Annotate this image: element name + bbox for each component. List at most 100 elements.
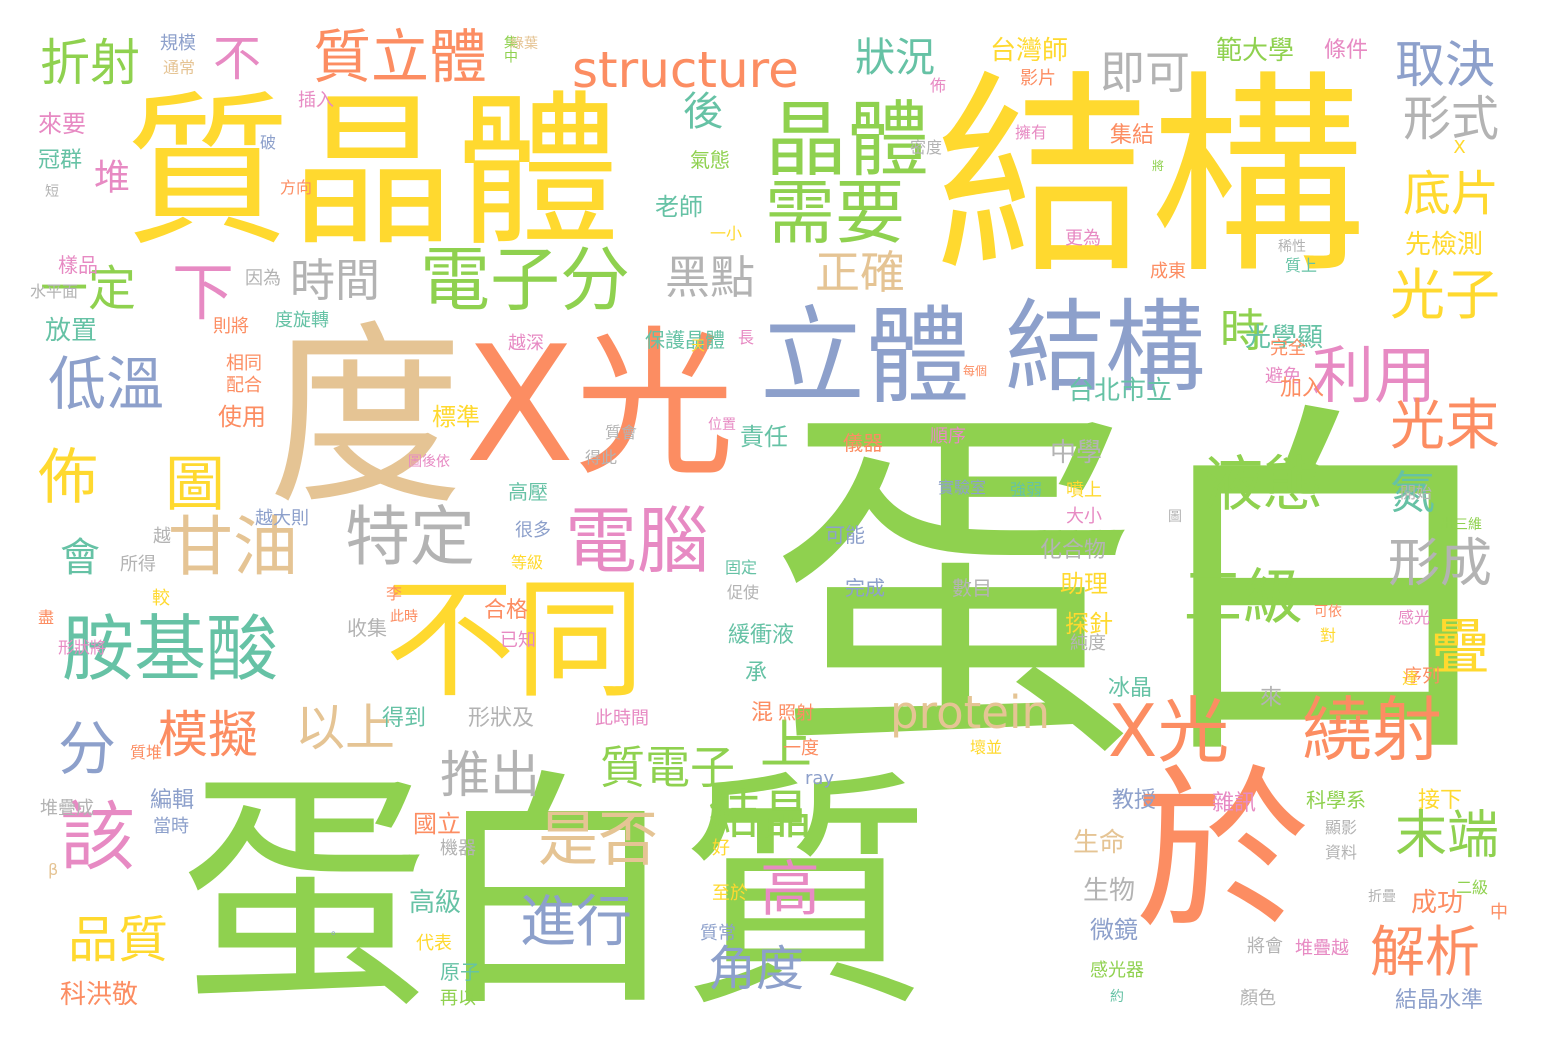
cloud-word: 形式 — [1403, 91, 1500, 147]
cloud-word: 堆疊成 — [40, 798, 94, 819]
cloud-word: 數目 — [952, 576, 992, 600]
cloud-word: 集中 — [502, 35, 518, 63]
cloud-word: 於 — [1135, 751, 1310, 954]
cloud-word: 中 — [1490, 902, 1508, 923]
cloud-word: 每個 — [963, 364, 988, 378]
cloud-word: 得到 — [382, 706, 427, 731]
cloud-word: 將 — [1152, 159, 1165, 173]
cloud-word: 佈 — [930, 76, 947, 95]
cloud-word: 分 — [58, 715, 117, 783]
cloud-word: 保護晶體 — [645, 328, 725, 352]
cloud-word: 教授 — [1112, 788, 1157, 813]
cloud-word: 收集 — [347, 616, 387, 640]
cloud-word: 越大則 — [255, 508, 309, 529]
cloud-word: 末端 — [1395, 806, 1500, 866]
cloud-word: 來要 — [38, 110, 86, 138]
cloud-word: 使用 — [218, 403, 266, 431]
cloud-word: 氮 — [1390, 466, 1436, 519]
cloud-word: 雜訊 — [1212, 791, 1257, 816]
cloud-word: 規模 — [160, 33, 196, 54]
cloud-word: ray — [805, 768, 835, 789]
cloud-word: X — [1449, 137, 1470, 158]
cloud-word: 時間 — [290, 254, 381, 307]
cloud-word: 影片 — [1020, 68, 1056, 89]
cloud-word: 立體 — [760, 296, 971, 418]
cloud-word: 。 — [331, 923, 344, 937]
cloud-word: 取決 — [1395, 36, 1495, 94]
cloud-word: 得此 — [585, 448, 618, 467]
cloud-word: 位置 — [708, 417, 736, 433]
cloud-word: 則將 — [213, 316, 249, 337]
cloud-word: 一小 — [710, 224, 743, 243]
cloud-word: 正確 — [815, 246, 906, 299]
cloud-word: 底片 — [1403, 166, 1500, 222]
cloud-word: 出三維 — [1440, 517, 1482, 533]
cloud-word: 感光 — [1398, 608, 1431, 627]
cloud-word: 需要 — [765, 172, 905, 254]
cloud-word: 結晶水準 — [1395, 988, 1484, 1013]
cloud-word: 光學顯 — [1245, 323, 1324, 353]
cloud-word: 形狀及 — [468, 706, 535, 731]
cloud-word: 甘油 — [168, 510, 299, 585]
cloud-word: 配合 — [226, 375, 262, 396]
cloud-word: 可能 — [825, 523, 865, 547]
cloud-word: 越深 — [508, 333, 544, 354]
cloud-word: 破 — [260, 133, 277, 152]
cloud-word: 較 — [152, 588, 170, 609]
cloud-word: protein — [890, 686, 1050, 739]
cloud-word: 中學 — [1050, 438, 1103, 468]
cloud-word: 混 — [747, 700, 772, 722]
cloud-word: 品質 — [68, 911, 168, 969]
cloud-word: 很多 — [515, 520, 551, 541]
cloud-word: structure — [572, 41, 799, 99]
cloud-word: 度旋轉 — [275, 310, 329, 331]
cloud-word: 盡 — [38, 608, 55, 627]
cloud-word: 李 — [386, 584, 403, 603]
cloud-word: 不同 — [385, 564, 646, 716]
cloud-word: 胺基酸 — [62, 607, 279, 691]
cloud-word: 助理 — [1060, 570, 1108, 598]
cloud-word: 利用 — [1312, 339, 1437, 412]
cloud-word: 標準 — [432, 403, 480, 431]
cloud-word: 長 — [738, 328, 755, 347]
cloud-word: 老師 — [655, 193, 703, 221]
cloud-word: 方向 — [280, 178, 313, 197]
cloud-word: 質電子 — [600, 741, 736, 794]
cloud-word: 此時間 — [595, 708, 649, 729]
cloud-word: 所得 — [120, 554, 156, 575]
cloud-word: 緩衝液 — [728, 623, 795, 648]
cloud-word: 高 — [760, 855, 820, 925]
cloud-word: 資料 — [1325, 843, 1358, 862]
cloud-word: 會 — [60, 535, 100, 581]
cloud-word: 結構 — [1005, 289, 1205, 406]
cloud-word: 承 — [741, 660, 766, 682]
cloud-word: 條件 — [1324, 38, 1369, 63]
cloud-word: 科洪敬 — [60, 980, 139, 1010]
cloud-word: 強弱 — [1010, 480, 1043, 499]
cloud-word: 順序 — [930, 426, 966, 447]
cloud-word: 以上 — [295, 699, 395, 757]
cloud-word: 形狀將 — [58, 638, 107, 657]
cloud-word: 質常 — [700, 923, 736, 944]
cloud-word: 感光器 — [1090, 960, 1144, 981]
cloud-word: 序列 — [1404, 666, 1440, 687]
cloud-word: 樣品 — [58, 253, 98, 277]
cloud-word: 質堆 — [130, 743, 163, 762]
cloud-word: 完全 — [1270, 338, 1306, 359]
cloud-word: 達 — [1399, 670, 1418, 686]
cloud-word: 成東 — [1150, 261, 1186, 282]
cloud-word: 時 — [1220, 304, 1266, 357]
cloud-word: 形成 — [1388, 534, 1493, 594]
cloud-word: 台灣師 — [990, 36, 1069, 66]
cloud-word: 固定 — [725, 558, 758, 577]
cloud-word: 化合物 — [1040, 538, 1107, 563]
cloud-word: 不 — [213, 31, 262, 87]
cloud-word: 下 — [172, 256, 235, 329]
cloud-word: 顯影 — [1325, 818, 1358, 837]
cloud-word: 冰晶 — [1108, 676, 1153, 701]
cloud-word: 壞並 — [970, 738, 1003, 757]
cloud-word: 相同 — [226, 353, 262, 374]
cloud-word: 模擬 — [158, 706, 258, 764]
cloud-word: 晶體 — [765, 93, 930, 188]
cloud-word: 約 — [1110, 989, 1124, 1005]
